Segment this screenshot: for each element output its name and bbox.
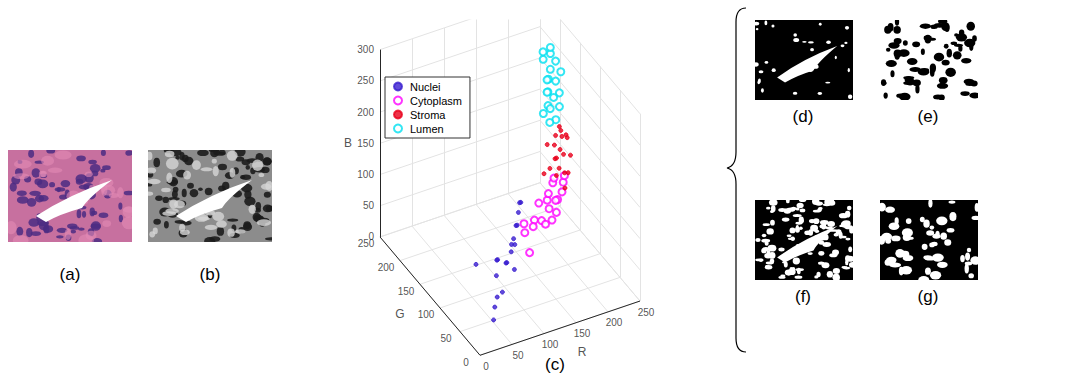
svg-text:Nuclei: Nuclei xyxy=(410,81,441,93)
svg-text:250: 250 xyxy=(357,238,375,250)
svg-text:0: 0 xyxy=(368,231,374,242)
svg-text:(b): (b) xyxy=(200,265,221,284)
svg-text:Stroma: Stroma xyxy=(410,109,446,121)
svg-text:R: R xyxy=(578,345,587,359)
svg-text:50: 50 xyxy=(363,200,375,211)
svg-text:250: 250 xyxy=(638,307,655,318)
svg-text:0: 0 xyxy=(483,361,489,372)
svg-text:50: 50 xyxy=(512,350,524,361)
svg-text:150: 150 xyxy=(574,328,591,339)
svg-text:Cytoplasm: Cytoplasm xyxy=(410,95,462,107)
svg-text:100: 100 xyxy=(357,169,374,180)
svg-text:150: 150 xyxy=(398,286,415,297)
svg-text:(a): (a) xyxy=(60,265,81,284)
svg-text:B: B xyxy=(344,136,352,150)
svg-text:200: 200 xyxy=(378,262,395,273)
svg-text:50: 50 xyxy=(440,333,452,344)
svg-text:(c): (c) xyxy=(545,355,565,374)
svg-text:300: 300 xyxy=(357,44,374,55)
svg-text:100: 100 xyxy=(542,339,559,350)
svg-text:200: 200 xyxy=(606,317,623,328)
svg-text:Lumen: Lumen xyxy=(410,123,444,135)
svg-text:250: 250 xyxy=(357,75,374,86)
svg-text:100: 100 xyxy=(418,309,435,320)
svg-text:(e): (e) xyxy=(918,107,939,126)
svg-text:0: 0 xyxy=(463,357,469,368)
svg-text:G: G xyxy=(395,307,404,321)
svg-text:150: 150 xyxy=(357,138,374,149)
svg-text:200: 200 xyxy=(357,107,374,118)
svg-text:(g): (g) xyxy=(918,287,939,306)
svg-text:(d): (d) xyxy=(793,107,814,126)
svg-text:(f): (f) xyxy=(795,287,811,306)
